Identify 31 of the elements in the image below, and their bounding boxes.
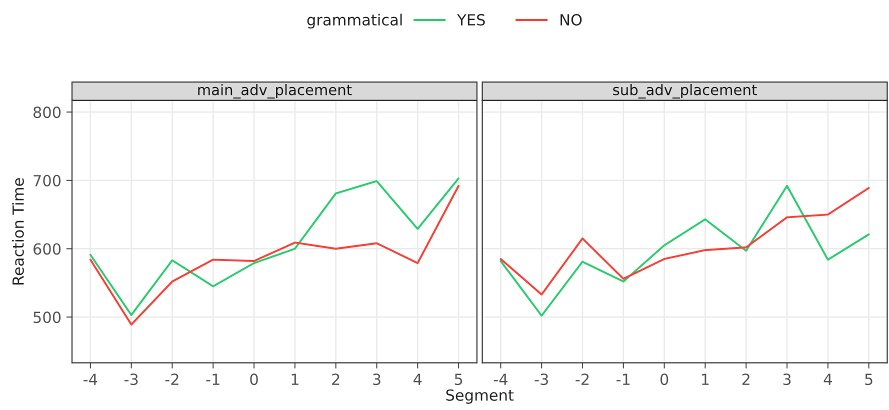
x-tick-label: 4 xyxy=(824,374,832,385)
y-tick-label: 700 xyxy=(34,174,61,186)
x-tick-label: 3 xyxy=(373,374,380,386)
x-tick-label: 2 xyxy=(742,374,750,385)
legend-label: NO xyxy=(560,14,582,26)
x-tick-label: 2 xyxy=(332,374,340,385)
x-tick-label: 5 xyxy=(865,374,872,386)
x-tick-label: -2 xyxy=(165,374,178,385)
legend-title: grammatical xyxy=(307,14,402,29)
x-tick-label: -1 xyxy=(616,374,630,385)
x-tick-label: -4 xyxy=(84,374,98,385)
x-tick-label: -3 xyxy=(534,374,548,386)
y-tick-label: 500 xyxy=(34,312,61,324)
x-tick-label: -4 xyxy=(494,374,508,385)
x-tick-label: 5 xyxy=(454,374,462,386)
y-tick-label: 800 xyxy=(33,106,61,118)
x-tick-label: 0 xyxy=(250,374,258,386)
legend-label: YES xyxy=(457,14,485,26)
x-tick-label: 3 xyxy=(783,374,791,386)
chart-title: sub_adv_placement xyxy=(613,84,757,99)
x-tick-label: -2 xyxy=(576,374,589,385)
x-tick-label: 1 xyxy=(702,374,709,385)
x-tick-label: 0 xyxy=(660,374,668,386)
x-axis-title: Segment xyxy=(446,389,514,404)
x-tick-label: 1 xyxy=(292,374,298,385)
x-tick-label: -3 xyxy=(124,374,138,386)
x-tick-label: -1 xyxy=(206,374,220,385)
y-axis-title: Reaction Time xyxy=(12,178,24,284)
x-tick-label: 4 xyxy=(414,374,422,385)
y-tick-label: 600 xyxy=(34,243,61,255)
chart-title: main_adv_placement xyxy=(198,84,352,99)
